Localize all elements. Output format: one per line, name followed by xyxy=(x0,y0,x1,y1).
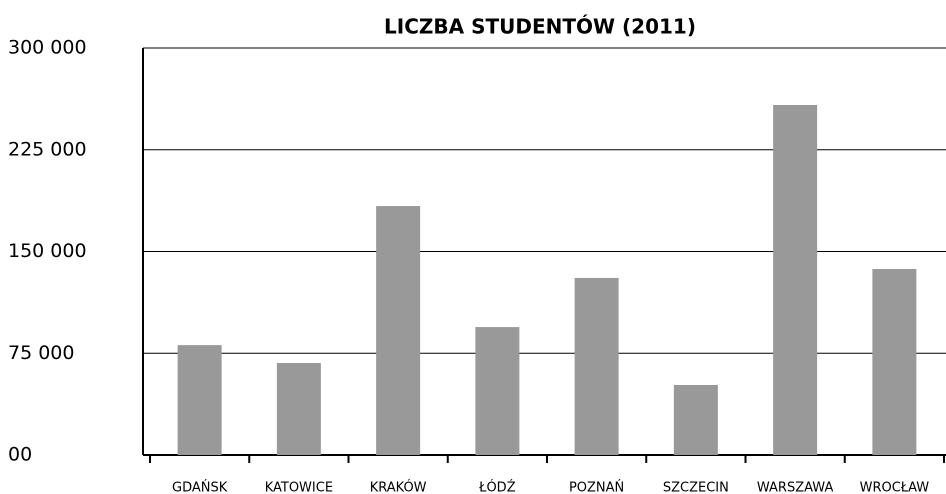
bar xyxy=(773,104,818,455)
x-tick-label: KATOWICE xyxy=(265,481,333,494)
y-tick-label: 75 000 xyxy=(8,342,74,364)
x-tick-label: SZCZECIN xyxy=(663,481,729,494)
bar xyxy=(574,277,619,455)
bar xyxy=(673,384,718,455)
chart-title: LICZBA STUDENTÓW (2011) xyxy=(384,15,696,39)
bar xyxy=(276,363,321,455)
x-tick-label: ŁÓDŹ xyxy=(478,480,516,494)
y-tick-label: 00 xyxy=(8,444,32,466)
bar xyxy=(475,327,520,455)
y-tick-label: 150 000 xyxy=(8,240,87,262)
x-tick-label: WROCŁAW xyxy=(860,481,930,494)
y-tick-label: 225 000 xyxy=(8,138,87,160)
bar xyxy=(376,206,421,455)
x-tick-label: WARSZAWA xyxy=(757,481,834,494)
x-tick-label: POZNAŃ xyxy=(569,480,624,494)
y-tick-label: 300 000 xyxy=(8,37,87,59)
x-tick-label: GDAŃSK xyxy=(172,480,228,494)
bar xyxy=(872,269,917,455)
x-tick-label: KRAKÓW xyxy=(370,480,427,494)
bar xyxy=(177,345,222,455)
